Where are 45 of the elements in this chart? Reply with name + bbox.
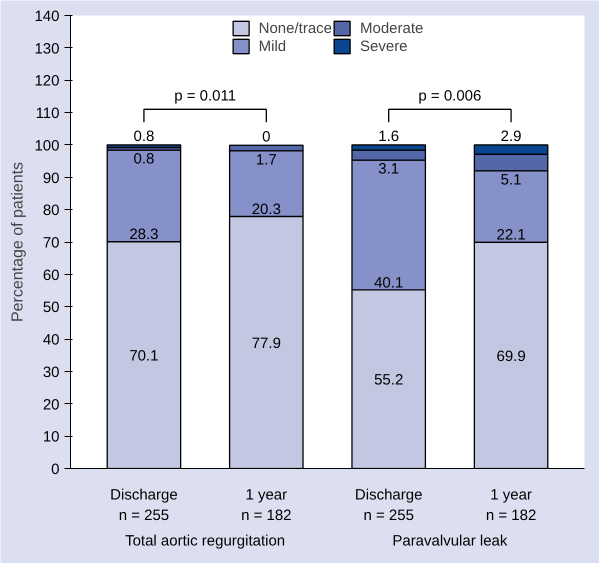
data-label: 3.1: [378, 160, 400, 178]
data-label: 1.7: [256, 151, 277, 168]
data-label: 55.2: [374, 372, 404, 389]
y-tick-label: 120: [34, 72, 60, 90]
data-label: 40.1: [374, 274, 404, 292]
y-tick-label: 100: [34, 137, 60, 154]
data-label: 0: [262, 128, 270, 146]
data-label: 2.9: [500, 128, 522, 146]
y-tick-label: 130: [34, 40, 60, 58]
data-label: 1.6: [378, 128, 400, 146]
data-label: 5.1: [500, 171, 522, 188]
legend-label: Severe: [360, 37, 408, 55]
data-label: 22.1: [496, 226, 526, 244]
y-tick-label: 50: [42, 299, 60, 316]
x-tick-label: Discharge n = 255: [354, 486, 422, 524]
y-axis-title: Percentage of patients: [9, 162, 26, 322]
text: Paravalvular leak: [392, 532, 508, 550]
annotation: p = 0.006: [418, 87, 482, 104]
data-label: 0.8: [134, 150, 154, 168]
annotation: p = 0.011: [174, 87, 236, 104]
data-label: 20.3: [252, 200, 281, 218]
y-tick-label: 0: [51, 461, 60, 478]
data-label: 70.1: [129, 348, 159, 365]
data-label: 0.8: [134, 128, 154, 146]
legend-label: None/trace: [258, 19, 332, 37]
data-label: 77.9: [252, 334, 281, 352]
y-tick-label: 110: [36, 105, 60, 122]
data-label: 69.9: [496, 348, 526, 365]
data-label: 28.3: [129, 226, 159, 244]
x-tick-label: 1 year n = 182: [241, 486, 292, 524]
x-tick-label: 1 year n = 182: [486, 486, 536, 524]
legend-label: Moderate: [360, 19, 424, 37]
legend-label: Mild: [258, 37, 286, 55]
y-tick-label: 80: [42, 202, 60, 220]
x-tick-label: Discharge n = 255: [110, 486, 178, 524]
y-tick-label: 10: [42, 428, 60, 446]
y-tick-label: 60: [42, 266, 60, 284]
y-tick-label: 40: [42, 332, 60, 349]
y-tick-label: 70: [42, 234, 60, 252]
text: Total aortic regurgitation: [125, 532, 286, 550]
bar: [106, 144, 182, 148]
y-tick-label: 20: [42, 396, 60, 414]
y-tick-label: 30: [42, 364, 60, 381]
y-tick-label: 140: [34, 8, 60, 25]
y-tick-label: 90: [42, 170, 60, 187]
